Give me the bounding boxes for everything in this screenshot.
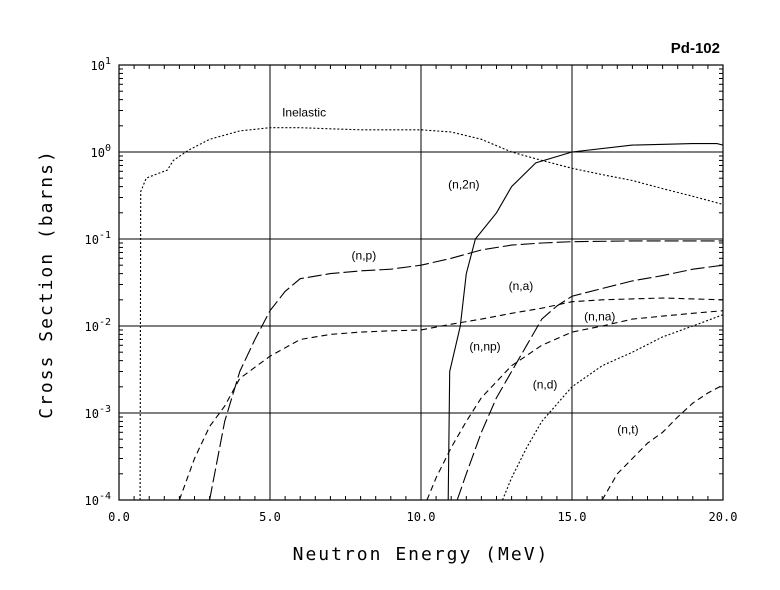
y-tick-label: 10-3: [85, 404, 112, 421]
series-label-n-d: (n,d): [533, 378, 558, 392]
series-label-inelastic: Inelastic: [282, 106, 326, 120]
x-tick-label: 15.0: [558, 510, 587, 524]
chart-title: Pd-102: [671, 40, 720, 57]
series-line-n-a: [178, 297, 724, 501]
series-line-n-np: [456, 264, 724, 501]
series-line-n-na: [426, 310, 724, 501]
series-line-n-p: [209, 240, 723, 501]
series-label-n-a: (n,a): [509, 279, 534, 293]
y-tick-labels: 101 100 10-1 10-2 10-3 10-4: [85, 56, 112, 508]
series-label-group: Inelastic (n,2n) (n,p) (n,a) (n,na) (n,np) (n,…: [282, 106, 639, 437]
y-tick-label: 101: [91, 56, 111, 73]
series-line-n-2n: [447, 143, 724, 501]
series-label-n-p: (n,p): [352, 249, 377, 263]
series-label-n-np: (n,np): [469, 340, 500, 354]
x-axis-label: Neutron Energy (MeV): [293, 544, 550, 565]
y-axis-label: Cross Section (barns): [36, 149, 57, 419]
series-line-n-t: [601, 384, 724, 501]
grid-lines: [118, 65, 724, 500]
series-line-inelastic: [139, 127, 724, 501]
x-tick-label: 10.0: [407, 510, 436, 524]
x-tick-labels: 0.0 5.0 10.0 15.0 20.0: [108, 510, 737, 524]
series-group: [139, 127, 724, 501]
series-label-n-na: (n,na): [584, 310, 615, 324]
series-label-n-2n: (n,2n): [448, 178, 479, 192]
series-line-n-d: [501, 314, 724, 501]
y-tick-label: 100: [91, 143, 111, 160]
y-tick-label: 10-2: [85, 317, 112, 334]
y-tick-label: 10-1: [85, 230, 112, 247]
x-tick-label: 20.0: [709, 510, 738, 524]
plot-frame: [118, 64, 724, 501]
y-tick-label: 10-4: [85, 491, 112, 508]
x-tick-label: 0.0: [108, 510, 130, 524]
series-label-n-t: (n,t): [617, 423, 638, 437]
x-tick-label: 5.0: [259, 510, 281, 524]
